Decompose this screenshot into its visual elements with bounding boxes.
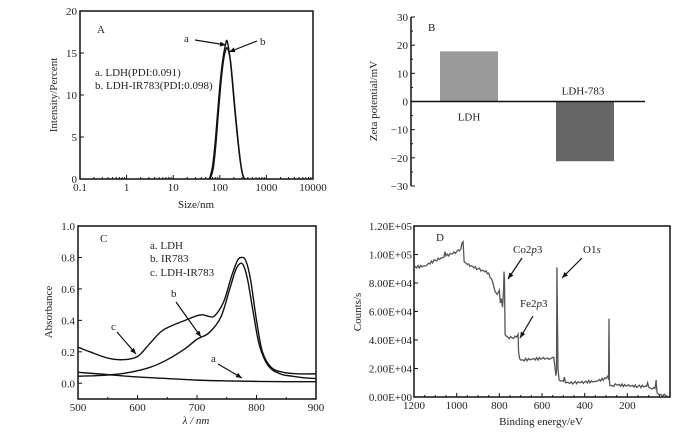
panel-b-y-tick-label: −30 (391, 181, 409, 193)
panel-c-x-tick-label: 700 (189, 402, 206, 414)
panel-d-x-tick-label: 1000 (446, 400, 469, 412)
panel-d-y-tick-label: 2.00E+04 (369, 364, 413, 376)
panel-d-y-tick-label: 1.00E+05 (369, 250, 413, 262)
panel-d-x-tick-label: 1200 (403, 400, 426, 412)
panel-d-y-tick-label: 4.00E+04 (369, 335, 413, 347)
panel-c-arrow-c-head (130, 347, 136, 354)
panel-a-x-tick-label: 10000 (299, 182, 327, 194)
panel-c-series-a (77, 371, 317, 383)
panel-a-annotation-b: b (260, 36, 266, 48)
panel-c-series-c (77, 256, 317, 375)
panel-a-annotation-a: a (184, 33, 189, 45)
panel-b-zeta-potential: B Zeta potential/mV −30 −20 −10 0 10 20 30 LDH L… (368, 12, 645, 193)
panel-a-y-tick-label: 15 (66, 48, 78, 60)
panel-b-ylabel: Zeta potential/mV (368, 61, 380, 141)
panel-c-x-tick-label: 900 (308, 402, 325, 414)
panel-a-legend-a: a. LDH(PDI:0.091) (95, 67, 181, 79)
panel-c-x-tick-label: 500 (70, 402, 87, 414)
panel-c-series-b (77, 262, 317, 380)
panel-d-arrow-co2p3-head (508, 272, 514, 279)
panel-a-legend-b: b. LDH-IR783(PDI:0.098) (95, 80, 213, 92)
panel-c-y-tick-label: 0.0 (61, 378, 75, 390)
panel-c-label: C (100, 233, 107, 245)
panel-d-annotation-co2p3: Co2p3 (513, 244, 543, 256)
panel-d-x-tick-label: 800 (491, 400, 508, 412)
panel-d-annotation-o1s: O1s (583, 244, 601, 256)
panel-d-series-xps (413, 239, 669, 397)
panel-a-label: A (97, 24, 105, 36)
panel-c-y-tick-label: 0.6 (61, 284, 75, 296)
panel-a-y-tick-label: 0 (72, 174, 78, 186)
panel-d-x-tick-label: 400 (576, 400, 593, 412)
panel-d-x-tick-label: 200 (619, 400, 636, 412)
panel-a-x-tick-label: 100 (212, 182, 229, 194)
panel-c-ylabel: Absorbance (43, 286, 55, 339)
panel-d-xlabel: Binding energy/eV (499, 416, 583, 428)
panel-a-series-b (209, 46, 246, 180)
panel-a-arrow-b-head (229, 47, 236, 53)
panel-c-plot-frame (77, 225, 317, 400)
panel-d-arrow-fe2p3-head (520, 331, 526, 338)
panel-b-y-tick-label: 10 (397, 68, 409, 80)
panel-d-x-tick-label: 600 (534, 400, 551, 412)
panel-c-annotation-c: c (111, 321, 116, 333)
panel-a-x-tick-label: 10 (168, 182, 180, 194)
panel-d-annotation-fe2p3: Fe2p3 (520, 298, 548, 310)
panel-c-legend-b: b. IR783 (150, 253, 189, 265)
panel-a-x-tick-label: 1000 (255, 182, 278, 194)
panel-b-y-tick-label: 0 (403, 97, 409, 109)
panel-c-annotation-a: a (211, 353, 216, 365)
panel-a-xlabel: Size/nm (178, 199, 214, 211)
panel-c-annotation-b: b (171, 288, 177, 300)
panel-c-arrow-a-head (235, 372, 242, 378)
panel-b-bar-ldh-783 (556, 101, 614, 162)
panel-a-plot-frame (79, 10, 314, 180)
panel-d-y-tick-label: 0.00E+00 (369, 392, 413, 404)
panel-c-legend-c: c. LDH-IR783 (150, 267, 215, 279)
panel-a-arrow-a-head (219, 41, 226, 47)
panel-c-y-tick-label: 1.0 (61, 221, 75, 233)
panel-c-legend-a: a. LDH (150, 240, 183, 252)
panel-a-y-tick-label: 10 (66, 90, 78, 102)
panel-c-arrow-b (175, 301, 202, 338)
panel-d-label: D (436, 232, 444, 244)
panel-c-y-tick-label: 0.8 (61, 252, 75, 264)
panel-d-y-tick-label: 1.20E+05 (369, 221, 413, 233)
panel-b-category-label: LDH-783 (562, 86, 605, 98)
panel-b-y-tick-label: 30 (397, 12, 409, 24)
panel-d-y-tick-label: 6.00E+04 (369, 307, 413, 319)
panel-d-ylabel: Counts/s (352, 293, 364, 332)
panel-a-y-tick-label: 20 (66, 6, 78, 18)
panel-b-label: B (428, 22, 435, 34)
panel-b-category-label: LDH (458, 112, 481, 124)
panel-b-y-tick-label: 20 (397, 40, 409, 52)
panel-a-size-distribution: A a. LDH(PDI:0.091) b. LDH-IR783(PDI:0.0… (48, 6, 327, 211)
panel-d-y-tick-label: 8.00E+04 (369, 278, 413, 290)
panel-d-xps: D Co2p3 Fe2p3 O1s Binding energy/eV Coun… (352, 221, 671, 428)
panel-d-arrow-o1s-head (562, 271, 569, 278)
panel-c-y-tick-label: 0.2 (61, 347, 75, 359)
panel-a-x-tick-label: 1 (124, 182, 130, 194)
panel-a-y-tick-label: 5 (72, 132, 78, 144)
panel-c-x-tick-label: 600 (129, 402, 146, 414)
panel-b-bar-ldh (440, 51, 498, 102)
panel-a-ylabel: Intensity/Percent (48, 58, 60, 133)
panel-c-x-tick-label: 800 (248, 402, 265, 414)
panel-b-y-tick-label: −10 (391, 125, 409, 137)
panel-a-x-tick-label: 0.1 (73, 182, 87, 194)
panel-c-absorbance: C a. LDH b. IR783 c. LDH-IR783 a b c λ /… (43, 221, 325, 427)
panel-c-y-tick-label: 0.4 (61, 315, 75, 327)
panel-c-arrow-b-head (195, 330, 201, 337)
panel-c-xlabel: λ / nm (182, 415, 210, 427)
panel-b-y-tick-label: −20 (391, 153, 409, 165)
